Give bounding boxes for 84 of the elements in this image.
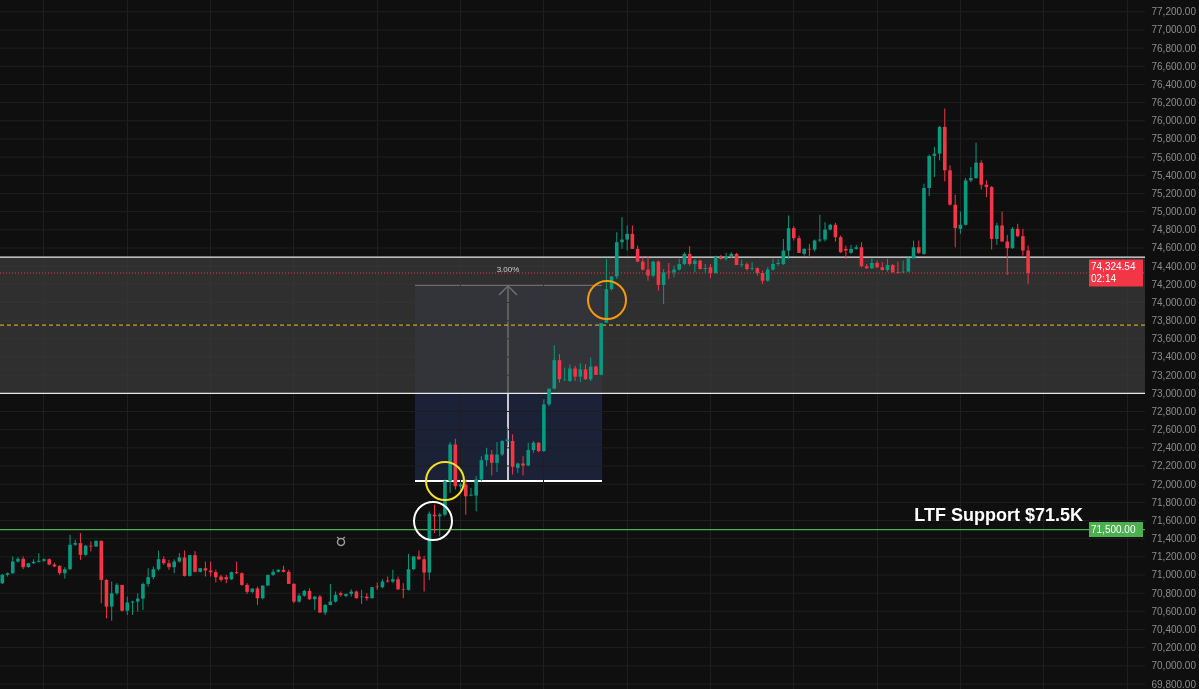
y-tick-label: 71,600.00	[1151, 515, 1197, 526]
y-tick-label: 72,000.00	[1151, 478, 1197, 490]
candlestick	[953, 194, 958, 248]
y-tick-label: 74,200.00	[1151, 278, 1197, 290]
y-tick-label: 71,400.00	[1151, 533, 1197, 545]
y-tick-label: 71,200.00	[1151, 551, 1197, 563]
candlestick	[422, 555, 426, 593]
candlestick	[271, 568, 275, 577]
y-tick-label: 73,600.00	[1151, 333, 1197, 345]
candlestick	[750, 261, 754, 272]
candlestick	[719, 254, 723, 261]
y-tick-label: 74,800.00	[1151, 224, 1197, 236]
candlestick	[693, 258, 697, 273]
candlestick	[505, 427, 510, 447]
y-tick-label: 71,000.00	[1151, 569, 1197, 581]
candlestick	[391, 569, 395, 584]
annotation: 3.00%	[496, 264, 520, 274]
candlestick	[578, 362, 583, 383]
candlestick	[292, 582, 296, 604]
y-tick-label: 73,000.00	[1151, 387, 1197, 399]
ref-line-label: 71,500.00	[1091, 523, 1136, 535]
candlestick	[844, 245, 848, 260]
candlestick	[974, 142, 978, 180]
candlestick	[463, 479, 468, 516]
y-tick-label: 72,400.00	[1151, 442, 1197, 454]
candlestick	[995, 222, 999, 246]
y-tick-label: 70,600.00	[1151, 605, 1197, 617]
candlestick	[807, 243, 812, 258]
candlestick	[870, 257, 874, 270]
candlestick	[146, 567, 150, 588]
y-tick-label: 72,600.00	[1151, 424, 1197, 436]
candlestick	[187, 554, 192, 578]
candlestick	[979, 159, 984, 190]
y-tick-label: 74,400.00	[1151, 260, 1197, 272]
candlestick	[193, 550, 197, 574]
candlestick	[849, 244, 853, 255]
candlestick	[588, 357, 593, 382]
y-tick-label: 73,400.00	[1151, 351, 1197, 363]
y-tick-label: 77,000.00	[1151, 24, 1197, 36]
candlestick	[573, 365, 577, 382]
y-tick-label: 72,800.00	[1151, 405, 1197, 417]
candlestick	[771, 258, 775, 272]
y-tick-label: 75,800.00	[1151, 133, 1197, 145]
y-tick-label: 75,200.00	[1151, 187, 1197, 199]
candlestick	[135, 592, 140, 613]
y-tick-label: 70,200.00	[1151, 642, 1197, 654]
y-tick-label: 73,800.00	[1151, 315, 1197, 327]
y-tick-label: 76,400.00	[1151, 78, 1197, 90]
candlestick	[489, 449, 494, 477]
y-tick-label: 74,600.00	[1151, 242, 1197, 254]
candlestick	[401, 582, 406, 599]
ref-line-label: 74,324.54 02:14	[1091, 261, 1136, 285]
candlestick	[1000, 210, 1004, 243]
y-tick-label: 77,200.00	[1151, 6, 1197, 18]
y-tick-label: 76,800.00	[1151, 42, 1197, 54]
candlestick	[167, 559, 171, 571]
candlestick	[36, 552, 41, 564]
y-tick-label: 70,400.00	[1151, 624, 1197, 635]
y-tick-label: 74,000.00	[1151, 296, 1197, 308]
candlestick	[141, 582, 145, 611]
y-tick-label: 70,000.00	[1151, 660, 1197, 672]
candlestick	[562, 367, 567, 382]
y-tick-label: 76,200.00	[1151, 97, 1197, 109]
y-tick-label: 75,600.00	[1151, 151, 1197, 163]
y-tick-label: 76,000.00	[1151, 115, 1197, 127]
y-tick-label: 73,200.00	[1151, 369, 1197, 381]
y-tick-label: 72,200.00	[1151, 460, 1197, 472]
candlestick	[521, 455, 525, 477]
y-tick-label: 69,800.00	[1151, 678, 1197, 689]
y-tick-label: 70,800.00	[1151, 587, 1197, 599]
candlestick	[495, 441, 499, 473]
y-tick-label: 75,000.00	[1151, 206, 1197, 218]
y-tick-label: 76,600.00	[1151, 60, 1197, 72]
y-tick-label: 71,800.00	[1151, 496, 1197, 508]
candlestick	[724, 252, 728, 262]
annotation: LTF Support $71.5K	[914, 504, 1083, 525]
candlestick	[16, 556, 20, 564]
candlestick	[1021, 228, 1025, 257]
candlestick	[417, 549, 421, 561]
candlestick	[823, 221, 827, 243]
y-tick-label: 75,400.00	[1151, 169, 1197, 181]
candlestick	[818, 214, 822, 243]
candlestick	[42, 557, 46, 563]
candlestick	[625, 224, 629, 252]
